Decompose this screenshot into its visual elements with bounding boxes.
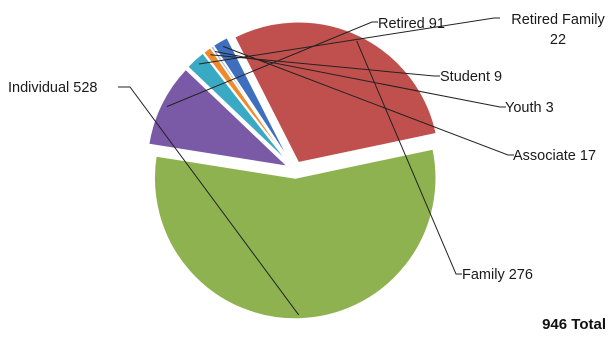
leader-individual — [118, 86, 300, 316]
leader-retired-family — [198, 17, 500, 65]
label-individual: Individual 528 — [8, 80, 98, 96]
label-retired: Retired 91 — [378, 16, 445, 32]
slice-associate — [212, 36, 292, 164]
pie-slices — [147, 21, 438, 320]
leader-family — [356, 40, 462, 275]
leader-youth — [214, 50, 506, 108]
label-youth: Youth 3 — [505, 100, 554, 116]
slice-retired — [147, 68, 291, 168]
slice-family — [233, 21, 438, 164]
leader-associate — [222, 45, 514, 156]
total-label: 946 Total — [542, 316, 606, 333]
leader-lines — [118, 17, 514, 316]
label-associate: Associate 17 — [513, 148, 596, 164]
leader-retired — [166, 21, 378, 108]
leader-student — [210, 54, 440, 77]
label-retired-family: Retired Family 22 — [511, 12, 605, 48]
slice-individual — [153, 147, 437, 320]
label-family: Family 276 — [462, 267, 533, 283]
slice-labels: Retired 91 Retired Family 22 Student 9Youth… — [8, 12, 605, 283]
slice-retired-family — [186, 51, 291, 165]
label-student: Student 9 — [440, 69, 502, 85]
